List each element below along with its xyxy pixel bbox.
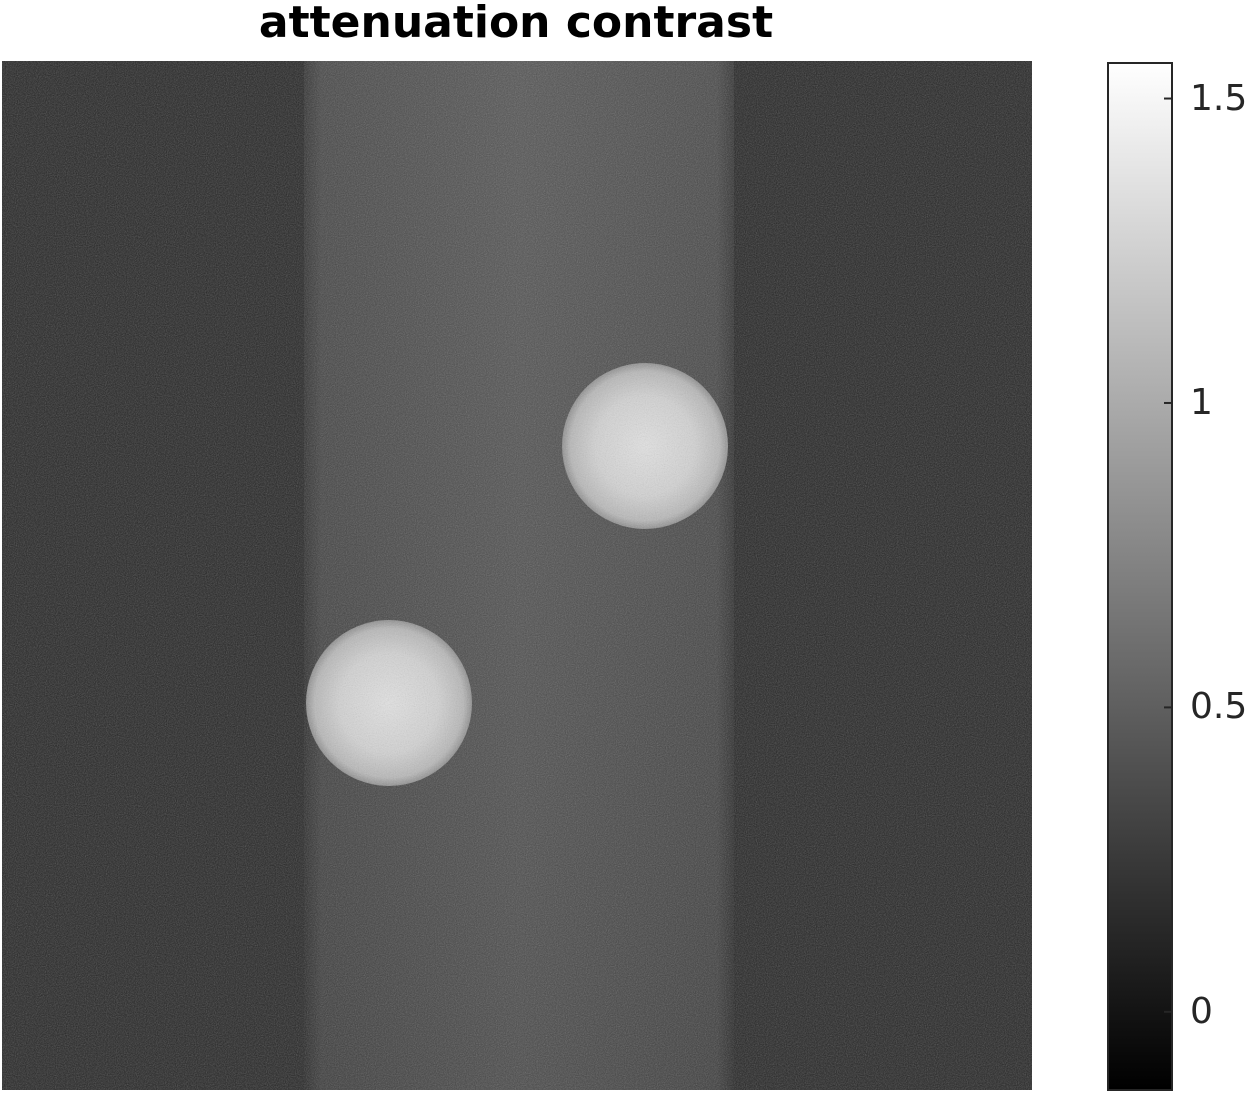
- colorbar-tick-label: 0.5: [1190, 686, 1248, 728]
- attenuation-image: [2, 61, 1032, 1090]
- figure-title: attenuation contrast: [258, 0, 774, 48]
- colorbar-tick-label: 1.5: [1190, 77, 1248, 119]
- colorbar-gradient: [1107, 62, 1173, 1091]
- colorbar-ticks: [1164, 97, 1173, 1013]
- colorbar: [1107, 62, 1173, 1091]
- noise-overlay: [2, 61, 1032, 1090]
- colorbar-tick-label: 0: [1190, 990, 1213, 1032]
- colorbar-tick-label: 1: [1190, 381, 1213, 423]
